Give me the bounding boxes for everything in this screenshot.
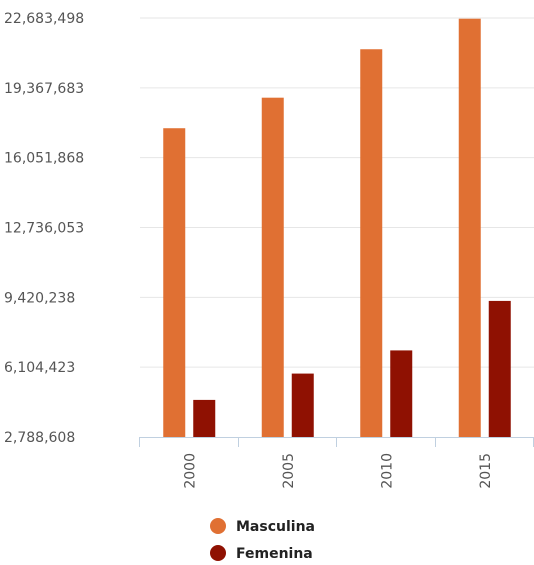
grid-lines xyxy=(140,17,534,368)
legend-marker-masculina xyxy=(210,518,226,534)
x-axis xyxy=(139,437,534,447)
bar-masculina-2010[interactable] xyxy=(360,49,383,438)
bar-masculina-2015[interactable] xyxy=(458,18,481,437)
legend[interactable]: Masculina Femenina xyxy=(210,518,315,562)
bar-femenina-2005[interactable] xyxy=(291,373,314,437)
y-tick-label: 16,051,868 xyxy=(4,151,84,167)
bar-femenina-2000[interactable] xyxy=(193,399,216,437)
y-tick-label: 9,420,238 xyxy=(4,290,75,306)
y-tick-label: 19,367,683 xyxy=(4,81,84,97)
y-axis-tick-labels: 22,683,498 19,367,683 16,051,868 12,736,053… xyxy=(4,11,84,446)
legend-label-masculina: Masculina xyxy=(236,519,315,535)
y-tick-label: 12,736,053 xyxy=(4,221,84,237)
y-tick-label: 22,683,498 xyxy=(4,11,84,27)
bar-femenina-2015[interactable] xyxy=(488,300,511,437)
bar-masculina-2005[interactable] xyxy=(261,97,284,438)
y-tick-label: 6,104,423 xyxy=(4,360,75,376)
x-tick-label-2005: 2005 xyxy=(281,453,297,489)
legend-item-femenina[interactable]: Femenina xyxy=(210,545,313,562)
legend-item-masculina[interactable]: Masculina xyxy=(210,518,315,535)
y-tick-label: 2,788,608 xyxy=(4,430,75,446)
x-tick-label-2015: 2015 xyxy=(478,453,494,489)
bars xyxy=(163,18,511,438)
x-tick-label-2000: 2000 xyxy=(182,453,198,489)
x-axis-category-labels: 2000 2005 2010 2015 xyxy=(182,453,494,489)
bar-femenina-2010[interactable] xyxy=(390,350,413,437)
legend-marker-femenina xyxy=(210,545,226,561)
legend-label-femenina: Femenina xyxy=(236,546,313,562)
x-tick-label-2010: 2010 xyxy=(379,453,395,489)
bar-masculina-2000[interactable] xyxy=(163,128,186,437)
